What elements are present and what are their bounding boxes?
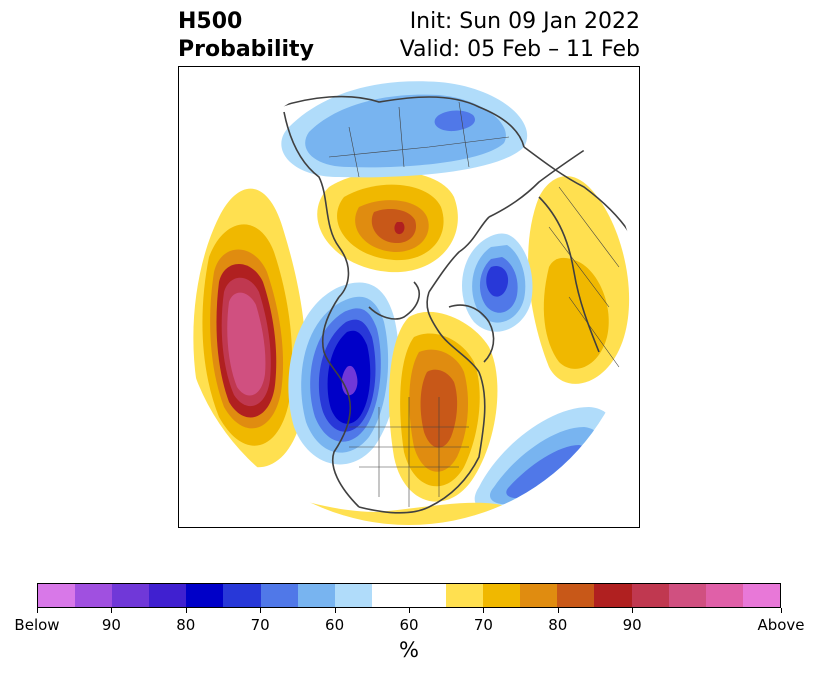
colorbar-tick-label: 60	[399, 616, 419, 634]
colorbar-segment	[742, 584, 780, 607]
colorbar-segment	[483, 584, 521, 607]
colorbar-segment	[631, 584, 669, 607]
colorbar-tick-label: Above	[757, 616, 805, 634]
colorbar-tick	[260, 608, 262, 613]
colorbar-tick-label: 90	[101, 616, 121, 634]
colorbar-tick	[557, 608, 559, 613]
colorbar-segment	[149, 584, 187, 607]
colorbar-tick-label: 70	[250, 616, 270, 634]
chart-title-right: Init: Sun 09 Jan 2022 Valid: 05 Feb – 11…	[400, 8, 640, 64]
colorbar-tick	[632, 608, 634, 613]
colorbar-segment	[557, 584, 595, 607]
anomaly-scandinavia-negative	[462, 233, 533, 332]
colorbar-segment	[186, 584, 224, 607]
probability-map	[178, 66, 640, 528]
colorbar-segment	[446, 584, 484, 607]
anomaly-arctic-positive	[317, 170, 458, 273]
colorbar-segment	[594, 584, 632, 607]
colorbar-tick	[185, 608, 187, 613]
colorbar-tick-label: 70	[473, 616, 493, 634]
anomaly-eurasia-negative	[281, 81, 528, 178]
colorbar-segment	[408, 584, 447, 607]
colorbar-segment	[705, 584, 743, 607]
colorbar-tick	[409, 608, 410, 613]
colorbar-tick	[111, 608, 113, 613]
colorbar-tick-label: 80	[176, 616, 196, 634]
chart-title-left: H500 Probability	[178, 8, 314, 64]
map-svg	[181, 69, 637, 525]
colorbar-tick-label: 80	[548, 616, 568, 634]
anomaly-europe-positive	[528, 176, 630, 384]
anomaly-pacific-positive	[193, 188, 307, 468]
colorbar-segment	[668, 584, 706, 607]
anomaly-atlantic-negative	[474, 407, 613, 513]
colorbar-segment	[112, 584, 150, 607]
colorbar	[37, 583, 781, 608]
colorbar-tick-label: Below	[14, 616, 60, 634]
colorbar-segment	[260, 584, 298, 607]
init-date: Init: Sun 09 Jan 2022	[409, 9, 640, 34]
colorbar-tick	[483, 608, 485, 613]
title-type: Probability	[178, 37, 314, 62]
anomaly-eastern-us-positive	[389, 311, 498, 502]
colorbar-segment	[297, 584, 335, 607]
colorbar-tick	[781, 608, 782, 613]
colorbar-segment	[520, 584, 558, 607]
colorbar-tick-label: 90	[622, 616, 642, 634]
coastlines	[278, 95, 630, 514]
colorbar-segment	[334, 584, 372, 607]
colorbar-unit-label: %	[399, 638, 419, 662]
colorbar-segment	[223, 584, 261, 607]
colorbar-tick	[334, 608, 336, 613]
colorbar-segment	[371, 584, 409, 607]
title-variable: H500	[178, 9, 243, 34]
colorbar-tick	[37, 608, 38, 613]
colorbar-segment	[75, 584, 113, 607]
colorbar-tick-label: 60	[325, 616, 345, 634]
borders	[328, 101, 620, 507]
colorbar-segment	[38, 584, 76, 607]
valid-range: Valid: 05 Feb – 11 Feb	[399, 37, 640, 62]
